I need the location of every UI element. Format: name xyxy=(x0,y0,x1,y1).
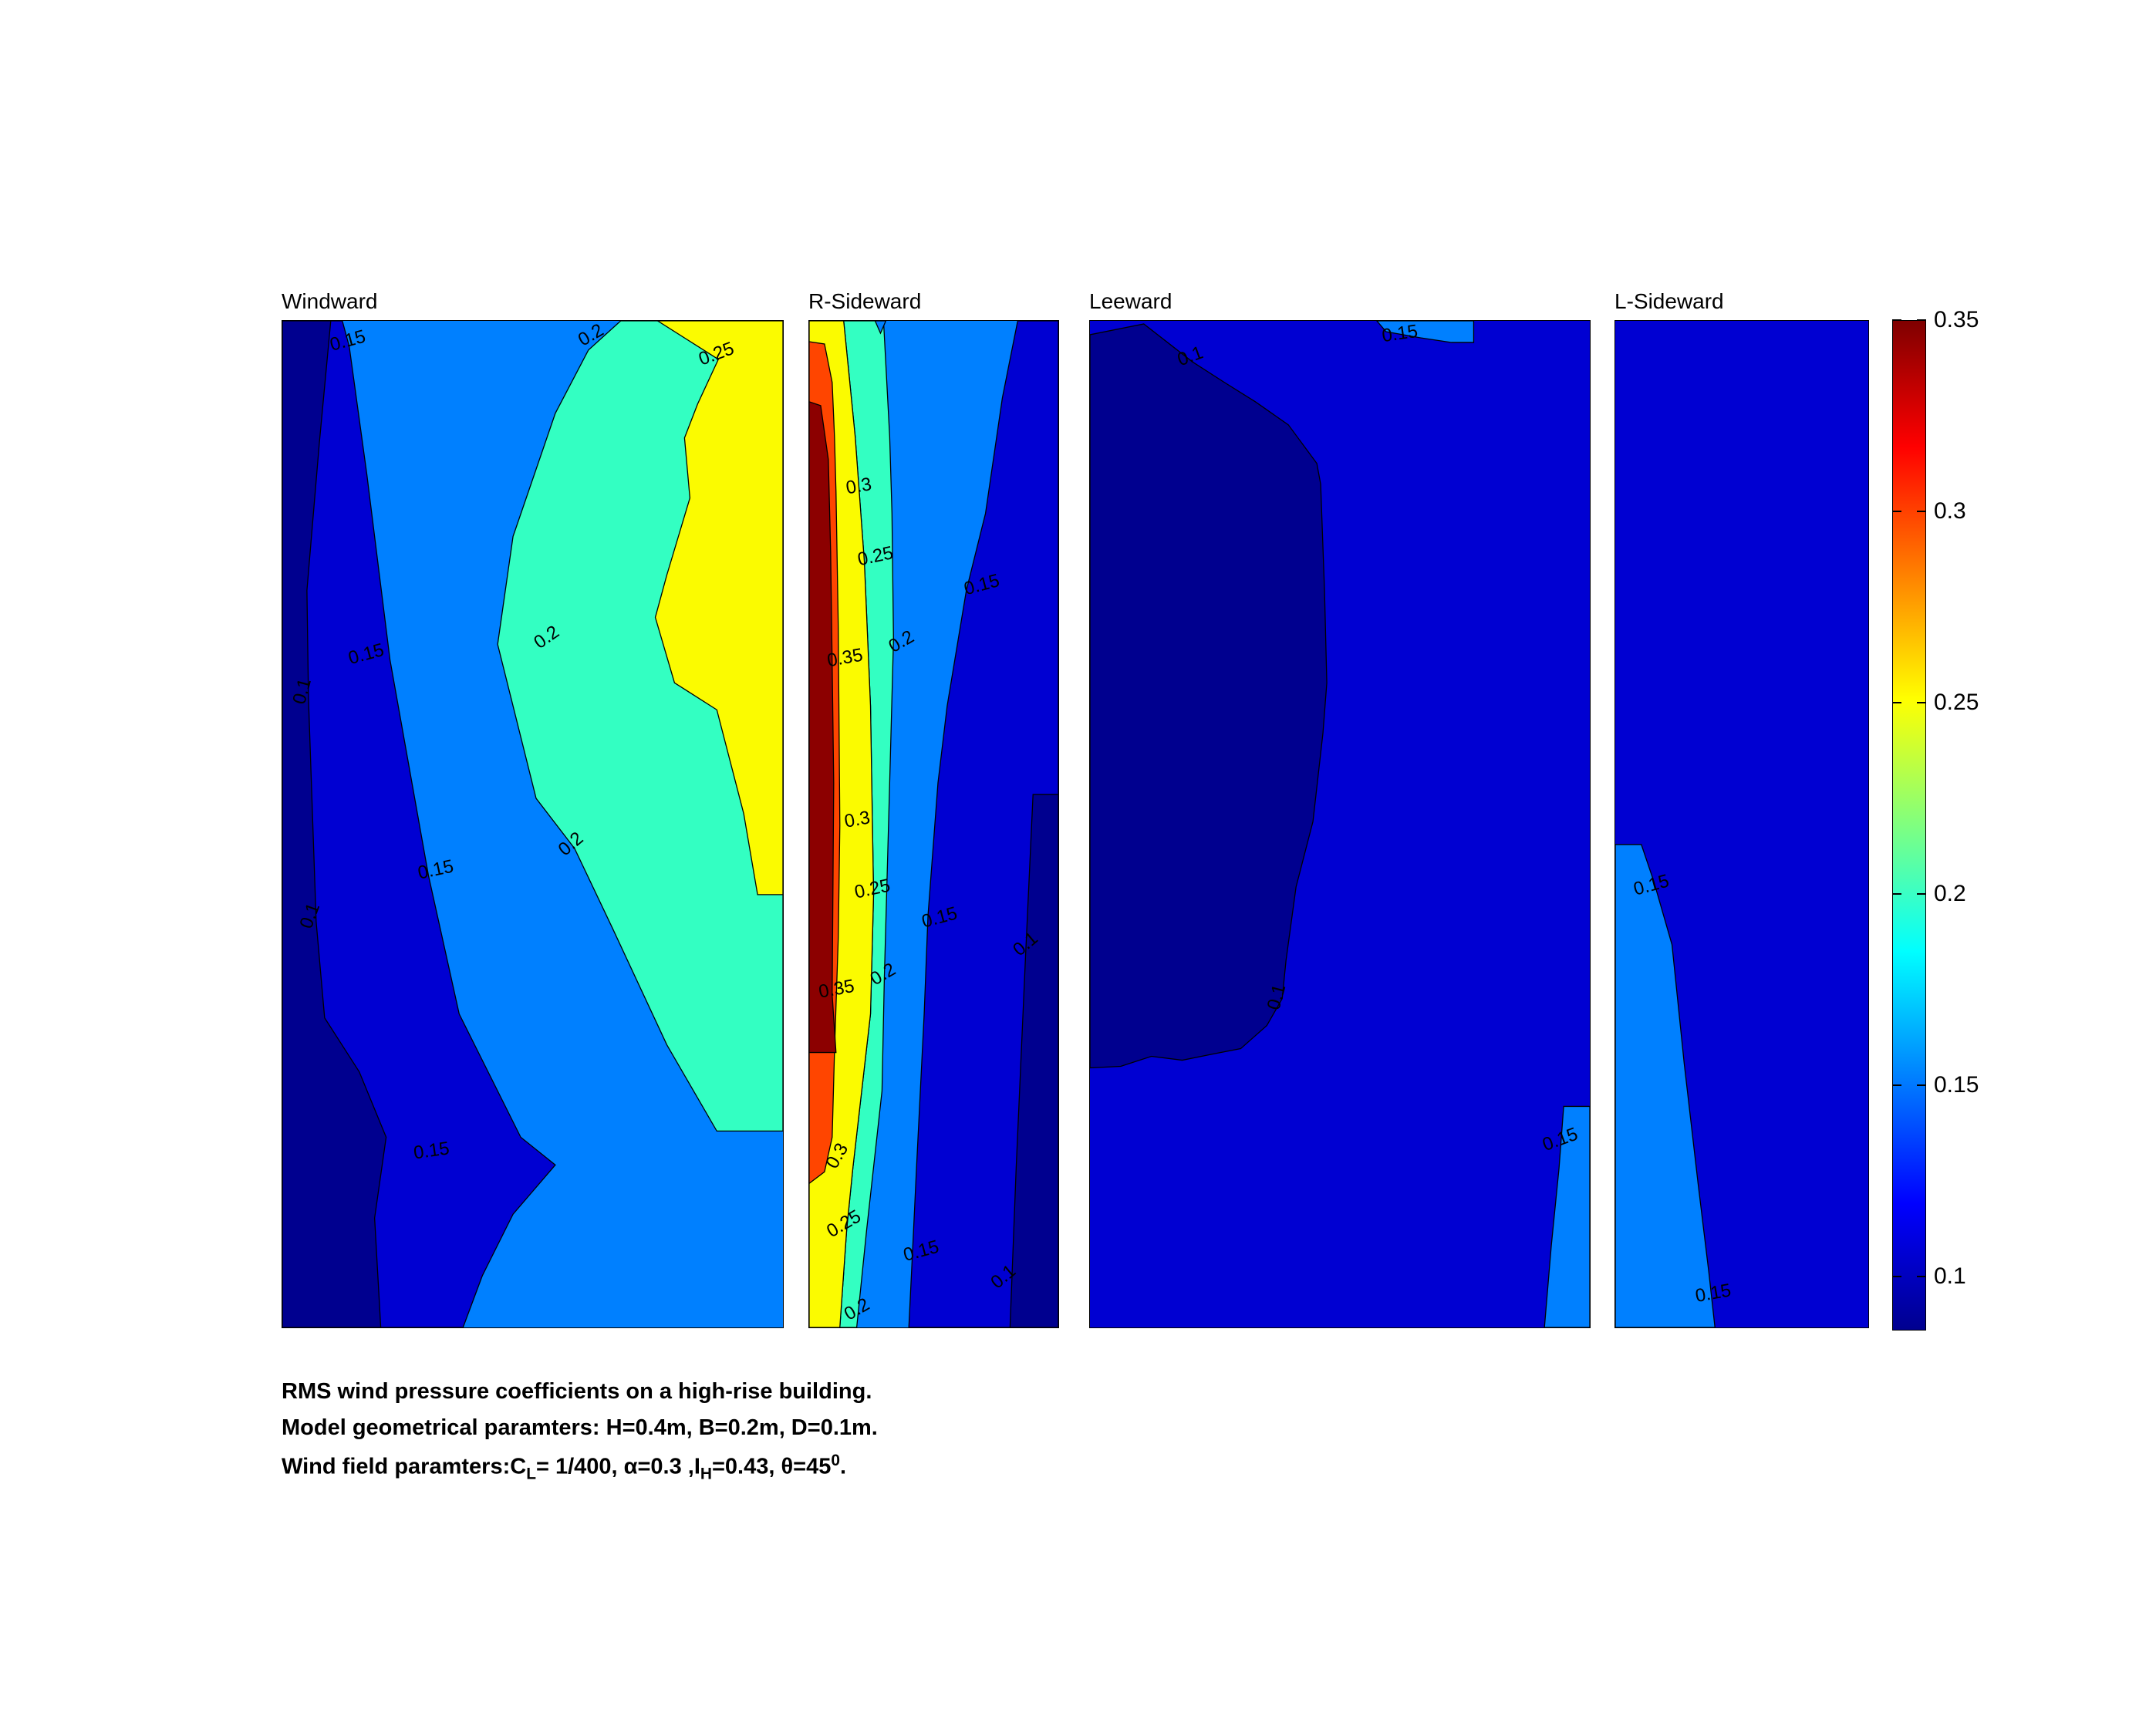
colorbar-tick-mark xyxy=(1892,1084,1901,1087)
colorbar-tick-mark xyxy=(1917,701,1926,703)
colorbar-tick-mark xyxy=(1917,510,1926,512)
caption-text-segment: θ=45 xyxy=(781,1454,832,1479)
caption-text-segment: L xyxy=(526,1465,536,1483)
caption-line-2: Model geometrical paramters: H=0.4m, B=0… xyxy=(282,1415,878,1441)
caption-text-segment: . xyxy=(839,1454,847,1479)
contour-plot-windward: 0.15 0.20.250.20.150.10.20.150.10.15 xyxy=(282,321,783,1327)
contour-band-b15_20 xyxy=(874,321,887,335)
caption-line-3: Wind field paramters:CL= 1/400, α=0.3 ,I… xyxy=(282,1452,846,1483)
contour-band-gt35 xyxy=(809,401,837,1054)
colorbar-tick-mark xyxy=(1892,1276,1901,1278)
contour-level-label: 0.15 xyxy=(1381,321,1419,346)
colorbar-tick-label: 0.25 xyxy=(1934,689,1979,715)
colorbar-tick-mark xyxy=(1917,892,1926,895)
caption-line-1: RMS wind pressure coefficients on a high… xyxy=(282,1379,872,1405)
contour-panel-leeward: 0.1 0.15 0.1 0.15 xyxy=(1089,320,1591,1328)
caption-text-segment: Wind field paramters:C xyxy=(282,1454,527,1479)
contour-panel-l-sideward: 0.15 0.15 xyxy=(1614,320,1869,1328)
contour-band-b15_20 xyxy=(1615,844,1716,1327)
contour-level-label: 0.3 xyxy=(843,807,872,831)
caption-text-segment: Model geometrical paramters: H=0.4m, B=0… xyxy=(282,1415,878,1440)
contour-level-label: 0.3 xyxy=(845,474,873,498)
panel-title-leeward: Leeward xyxy=(1089,289,1172,313)
caption-text-segment: = 1/400, xyxy=(535,1454,624,1479)
contour-panel-r-sideward: 0.3 0.25 0.15 0.2 0.35 0.3 0.25 0.15 0.1 0.2 0.35 0… xyxy=(808,320,1059,1328)
panel-title-r-sideward: R-Sideward xyxy=(808,289,922,313)
contour-band-b15_20 xyxy=(1544,1105,1590,1327)
colorbar-tick-label: 0.2 xyxy=(1934,880,1966,906)
contour-plot-l-sideward: 0.150.15 xyxy=(1615,321,1868,1327)
caption-text-segment: H xyxy=(700,1465,712,1483)
contour-plot-leeward: 0.10.150.10.15 xyxy=(1090,321,1590,1327)
panel-title-l-sideward: L-Sideward xyxy=(1614,289,1724,313)
contour-panel-windward: 0.15 0.2 0.25 0.2 0.15 0.1 0.2 0.15 0.1 0.15 xyxy=(282,320,784,1328)
colorbar-tick-mark xyxy=(1892,319,1901,321)
colorbar-tick-mark xyxy=(1917,319,1926,321)
colorbar-tick-mark xyxy=(1917,1276,1926,1278)
colorbar-tick-mark xyxy=(1917,1084,1926,1087)
caption-text-segment: α=0.3 ,I xyxy=(623,1454,700,1479)
caption-text-segment: 0 xyxy=(831,1452,840,1469)
colorbar-tick-label: 0.1 xyxy=(1934,1263,1966,1290)
panel-title-windward: Windward xyxy=(282,289,378,313)
colorbar xyxy=(1892,320,1926,1331)
contour-band-lt10 xyxy=(1090,323,1328,1069)
colorbar-tick-label: 0.3 xyxy=(1934,497,1966,524)
colorbar-tick-mark xyxy=(1892,510,1901,512)
colorbar-tick-mark xyxy=(1892,701,1901,703)
colorbar-tick-label: 0.35 xyxy=(1934,307,1979,332)
colorbar-tick-label: 0.15 xyxy=(1934,1072,1979,1098)
contour-level-label: 0.15 xyxy=(412,1138,450,1163)
contour-band-b25_30 xyxy=(654,321,783,895)
contour-band-lt10 xyxy=(1009,794,1058,1327)
contour-plot-r-sideward: 0.30.250.150.20.350.30.250.150.10.20.350… xyxy=(809,321,1058,1327)
colorbar-tick-mark xyxy=(1892,892,1901,895)
caption-text-segment: RMS wind pressure coefficients on a high… xyxy=(282,1379,872,1404)
contour-band-b15_20 xyxy=(1375,321,1475,343)
caption-text-segment: =0.43, xyxy=(711,1454,781,1479)
contour-band-lt10 xyxy=(282,321,387,1327)
